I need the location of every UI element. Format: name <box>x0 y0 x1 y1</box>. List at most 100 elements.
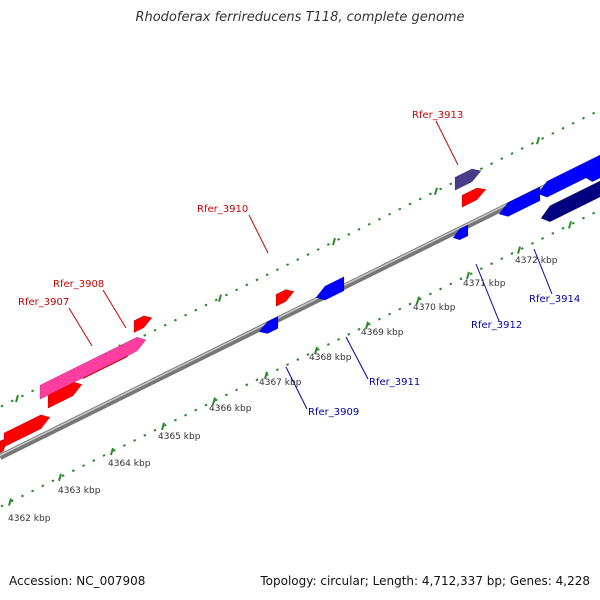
tick-dot <box>194 408 198 412</box>
tick-dot <box>347 332 351 336</box>
tick-dot <box>245 383 249 387</box>
tick-dot <box>592 211 596 215</box>
tick-dot <box>337 237 341 241</box>
tick-dot <box>439 287 443 291</box>
major-tick <box>264 371 268 380</box>
tick-dot <box>245 283 249 287</box>
tick-dot <box>71 469 75 473</box>
major-tick <box>314 346 318 355</box>
map-title: Rhodoferax ferrireducens T118, complete … <box>135 10 465 25</box>
gene-arrow <box>540 180 600 223</box>
tick-dot <box>0 404 4 408</box>
tick-dot <box>408 302 412 306</box>
tick-dot <box>306 253 310 256</box>
gene-labels: Rfer_3907 Rfer_3908 Rfer_3909 Rfer_3910 Rfer… <box>18 110 580 418</box>
tick-dot <box>326 243 330 246</box>
tick-dot <box>530 242 534 245</box>
tick-dot <box>592 111 596 115</box>
tick-dot <box>398 307 402 311</box>
tick-dot <box>326 343 330 346</box>
gene-features <box>0 154 600 454</box>
tick-dot <box>102 454 106 457</box>
tick-dot <box>541 137 545 140</box>
tick-dot <box>61 474 65 478</box>
tick-dot <box>122 444 126 447</box>
kbp-label: 4370 kbp <box>413 303 456 313</box>
tick-dot <box>581 116 585 120</box>
tick-dot <box>571 121 575 125</box>
tick-dot <box>194 308 198 312</box>
label-leader <box>345 336 369 380</box>
gene-arrow <box>452 224 469 241</box>
major-tick <box>212 397 216 405</box>
tick-dot <box>31 389 35 393</box>
tick-dot <box>10 399 14 403</box>
tick-dot <box>143 433 147 437</box>
tick-dot <box>490 162 494 166</box>
gene-arrow <box>585 163 600 183</box>
tick-dot <box>510 252 514 255</box>
major-tick <box>466 271 470 280</box>
major-tick <box>161 422 165 431</box>
tick-dot <box>275 368 279 372</box>
gene-arrow <box>315 276 345 301</box>
tick-dot <box>41 484 45 488</box>
tick-dot <box>0 504 4 508</box>
gene-arrow <box>133 315 153 334</box>
tick-dot <box>20 394 24 398</box>
tick-dot <box>459 277 463 281</box>
tick-dot <box>31 489 35 493</box>
tick-dot <box>255 278 259 282</box>
tick-dot <box>449 282 453 286</box>
major-tick <box>434 187 438 195</box>
tick-dot <box>581 216 585 220</box>
major-tick <box>332 237 336 246</box>
tick-dot <box>92 459 96 462</box>
tick-dot <box>306 353 310 356</box>
tick-dot <box>316 348 320 351</box>
tick-dot <box>398 207 402 211</box>
tick-dot <box>214 298 218 302</box>
major-tick <box>568 221 572 229</box>
tick-dot <box>490 262 494 266</box>
kbp-labels: 4362 kbp 4363 kbp 4364 kbp 4365 kbp 4366 kbp… <box>8 256 558 524</box>
gene-label: Rfer_3912 <box>471 320 522 331</box>
kbp-label: 4362 kbp <box>8 514 51 524</box>
kbp-label: 4369 kbp <box>361 328 404 338</box>
gene-arrow <box>498 186 541 217</box>
tick-dot <box>316 248 320 251</box>
tick-dot <box>296 258 300 261</box>
tick-dot <box>224 393 228 397</box>
tick-dot <box>204 303 208 307</box>
kbp-label: 4363 kbp <box>58 486 101 496</box>
tick-dot <box>143 333 147 337</box>
tick-dot <box>357 227 361 231</box>
tick-dot <box>449 182 453 186</box>
accession-text: Accession: NC_007908 <box>9 574 146 588</box>
tick-dot <box>173 418 177 422</box>
tick-dot <box>510 152 514 155</box>
tick-dot <box>204 403 208 407</box>
tick-dot <box>337 337 341 341</box>
tick-dot <box>184 413 188 417</box>
gene-arrow <box>3 414 51 448</box>
tick-dot <box>286 363 290 367</box>
tick-dot <box>530 142 534 145</box>
tick-dot <box>214 398 218 402</box>
genome-summary-text: Topology: circular; Length: 4,712,337 bp… <box>260 574 590 588</box>
gene-arrow <box>537 154 600 198</box>
tick-dot <box>255 378 259 382</box>
tick-dot <box>357 327 361 331</box>
tick-dot <box>500 257 504 261</box>
kbp-label: 4364 kbp <box>108 459 151 469</box>
tick-dot <box>347 232 351 236</box>
tick-dot <box>275 268 279 272</box>
genome-backbone <box>0 157 600 460</box>
label-leader <box>102 289 127 329</box>
tick-dot <box>184 313 188 317</box>
major-tick <box>218 294 222 302</box>
tick-dot <box>418 297 422 301</box>
gene-label: Rfer_3910 <box>197 204 248 215</box>
major-tick <box>110 447 114 456</box>
